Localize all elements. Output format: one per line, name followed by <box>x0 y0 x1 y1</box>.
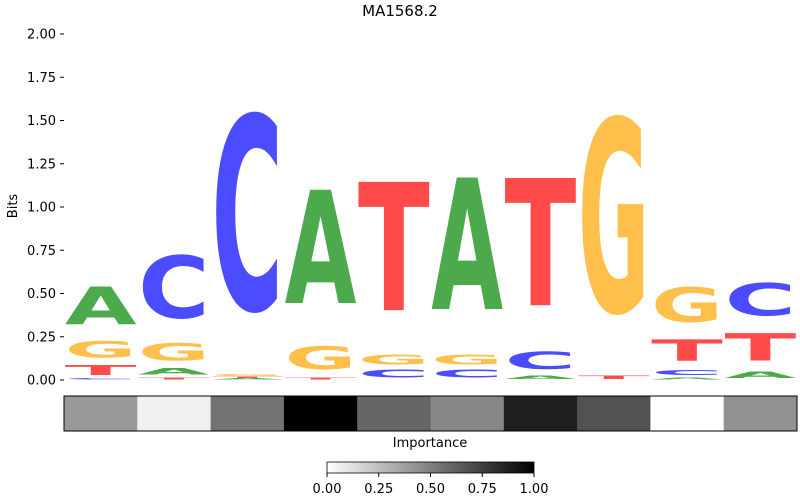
logo-letter-a: A <box>505 375 577 380</box>
importance-cell <box>650 396 725 431</box>
logo-letter-c: C <box>358 368 430 380</box>
importance-heatmap-frame <box>63 395 798 432</box>
logo-letter-g: G <box>285 341 357 377</box>
logo-letter-t: T <box>285 377 357 380</box>
y-tick-label: 1.00 <box>27 201 56 216</box>
importance-cell <box>503 396 578 431</box>
logo-letter-a: A <box>65 276 137 337</box>
logo-letter-a: A <box>651 377 723 380</box>
importance-cell <box>283 396 358 431</box>
logo-letter-a: A <box>285 160 357 341</box>
logo-letter-c: C <box>431 368 503 380</box>
y-tick-label: 1.50 <box>27 114 56 129</box>
logo-letter-t: T <box>211 377 283 379</box>
y-tick-label: 1.75 <box>27 71 56 86</box>
logo-letter-c: C <box>651 368 723 377</box>
logo-letter-g: G <box>358 352 430 368</box>
y-tick-label: 0.25 <box>27 330 56 345</box>
colorbar-tick-label: 0.75 <box>468 482 497 497</box>
logo-letter-g: G <box>431 352 503 368</box>
importance-cell <box>64 396 138 431</box>
logo-letter-c: C <box>211 64 283 373</box>
logo-letter-t: T <box>724 327 796 370</box>
logo-letter-t: T <box>65 363 137 379</box>
logo-letter-a: A <box>724 370 796 380</box>
y-tick-label: 0.00 <box>27 374 56 389</box>
logo-letter-c: C <box>724 274 796 326</box>
y-tick-label: 0.75 <box>27 244 56 259</box>
logo-letter-g: G <box>651 278 723 333</box>
logo-letter-t: T <box>505 143 577 346</box>
colorbar-tick-label: 1.00 <box>520 482 549 497</box>
logo-letter-a: A <box>138 366 210 376</box>
y-axis: 0.00 0.25 0.50 0.75 1.00 1.25 1.50 1.75 2.00 <box>27 28 64 389</box>
importance-cell <box>357 396 431 431</box>
logo-letter-t: T <box>651 334 723 368</box>
colorbar-ticks: 0.00 0.25 0.50 0.75 1.00 <box>313 473 549 497</box>
logo-letter-t: T <box>358 147 430 352</box>
logo-letter-g: G <box>578 67 650 374</box>
logo-letter-t: T <box>578 375 650 380</box>
y-tick-label: 1.25 <box>27 157 56 172</box>
importance-label: Importance <box>393 436 468 451</box>
y-tick-label: 0.50 <box>27 287 56 302</box>
logo-letter-a: A <box>211 378 283 380</box>
logo-letter-c: C <box>65 378 137 380</box>
importance-cell <box>210 396 285 431</box>
importance-cell <box>137 396 212 431</box>
logo-letter-g: G <box>138 339 210 366</box>
colorbar-tick-label: 0.00 <box>313 482 342 497</box>
y-tick-label: 2.00 <box>27 28 56 43</box>
logo-letter-g: G <box>65 337 137 363</box>
colorbar <box>326 461 535 474</box>
y-axis-label: Bits <box>6 194 21 219</box>
colorbar-tick-label: 0.50 <box>416 482 445 497</box>
logo-letter-t: T <box>138 377 210 380</box>
logo-letter-g: G <box>211 373 283 376</box>
logo-letter-a: A <box>431 142 503 352</box>
importance-cell <box>577 396 651 431</box>
importance-cell <box>430 396 505 431</box>
importance-cell <box>723 396 798 431</box>
colorbar-tick-label: 0.25 <box>364 482 393 497</box>
chart-title: MA1568.2 <box>362 2 438 20</box>
logo-letter-c: C <box>138 239 210 339</box>
logo-letter-c: C <box>505 347 577 375</box>
importance-heatmap <box>64 396 798 431</box>
